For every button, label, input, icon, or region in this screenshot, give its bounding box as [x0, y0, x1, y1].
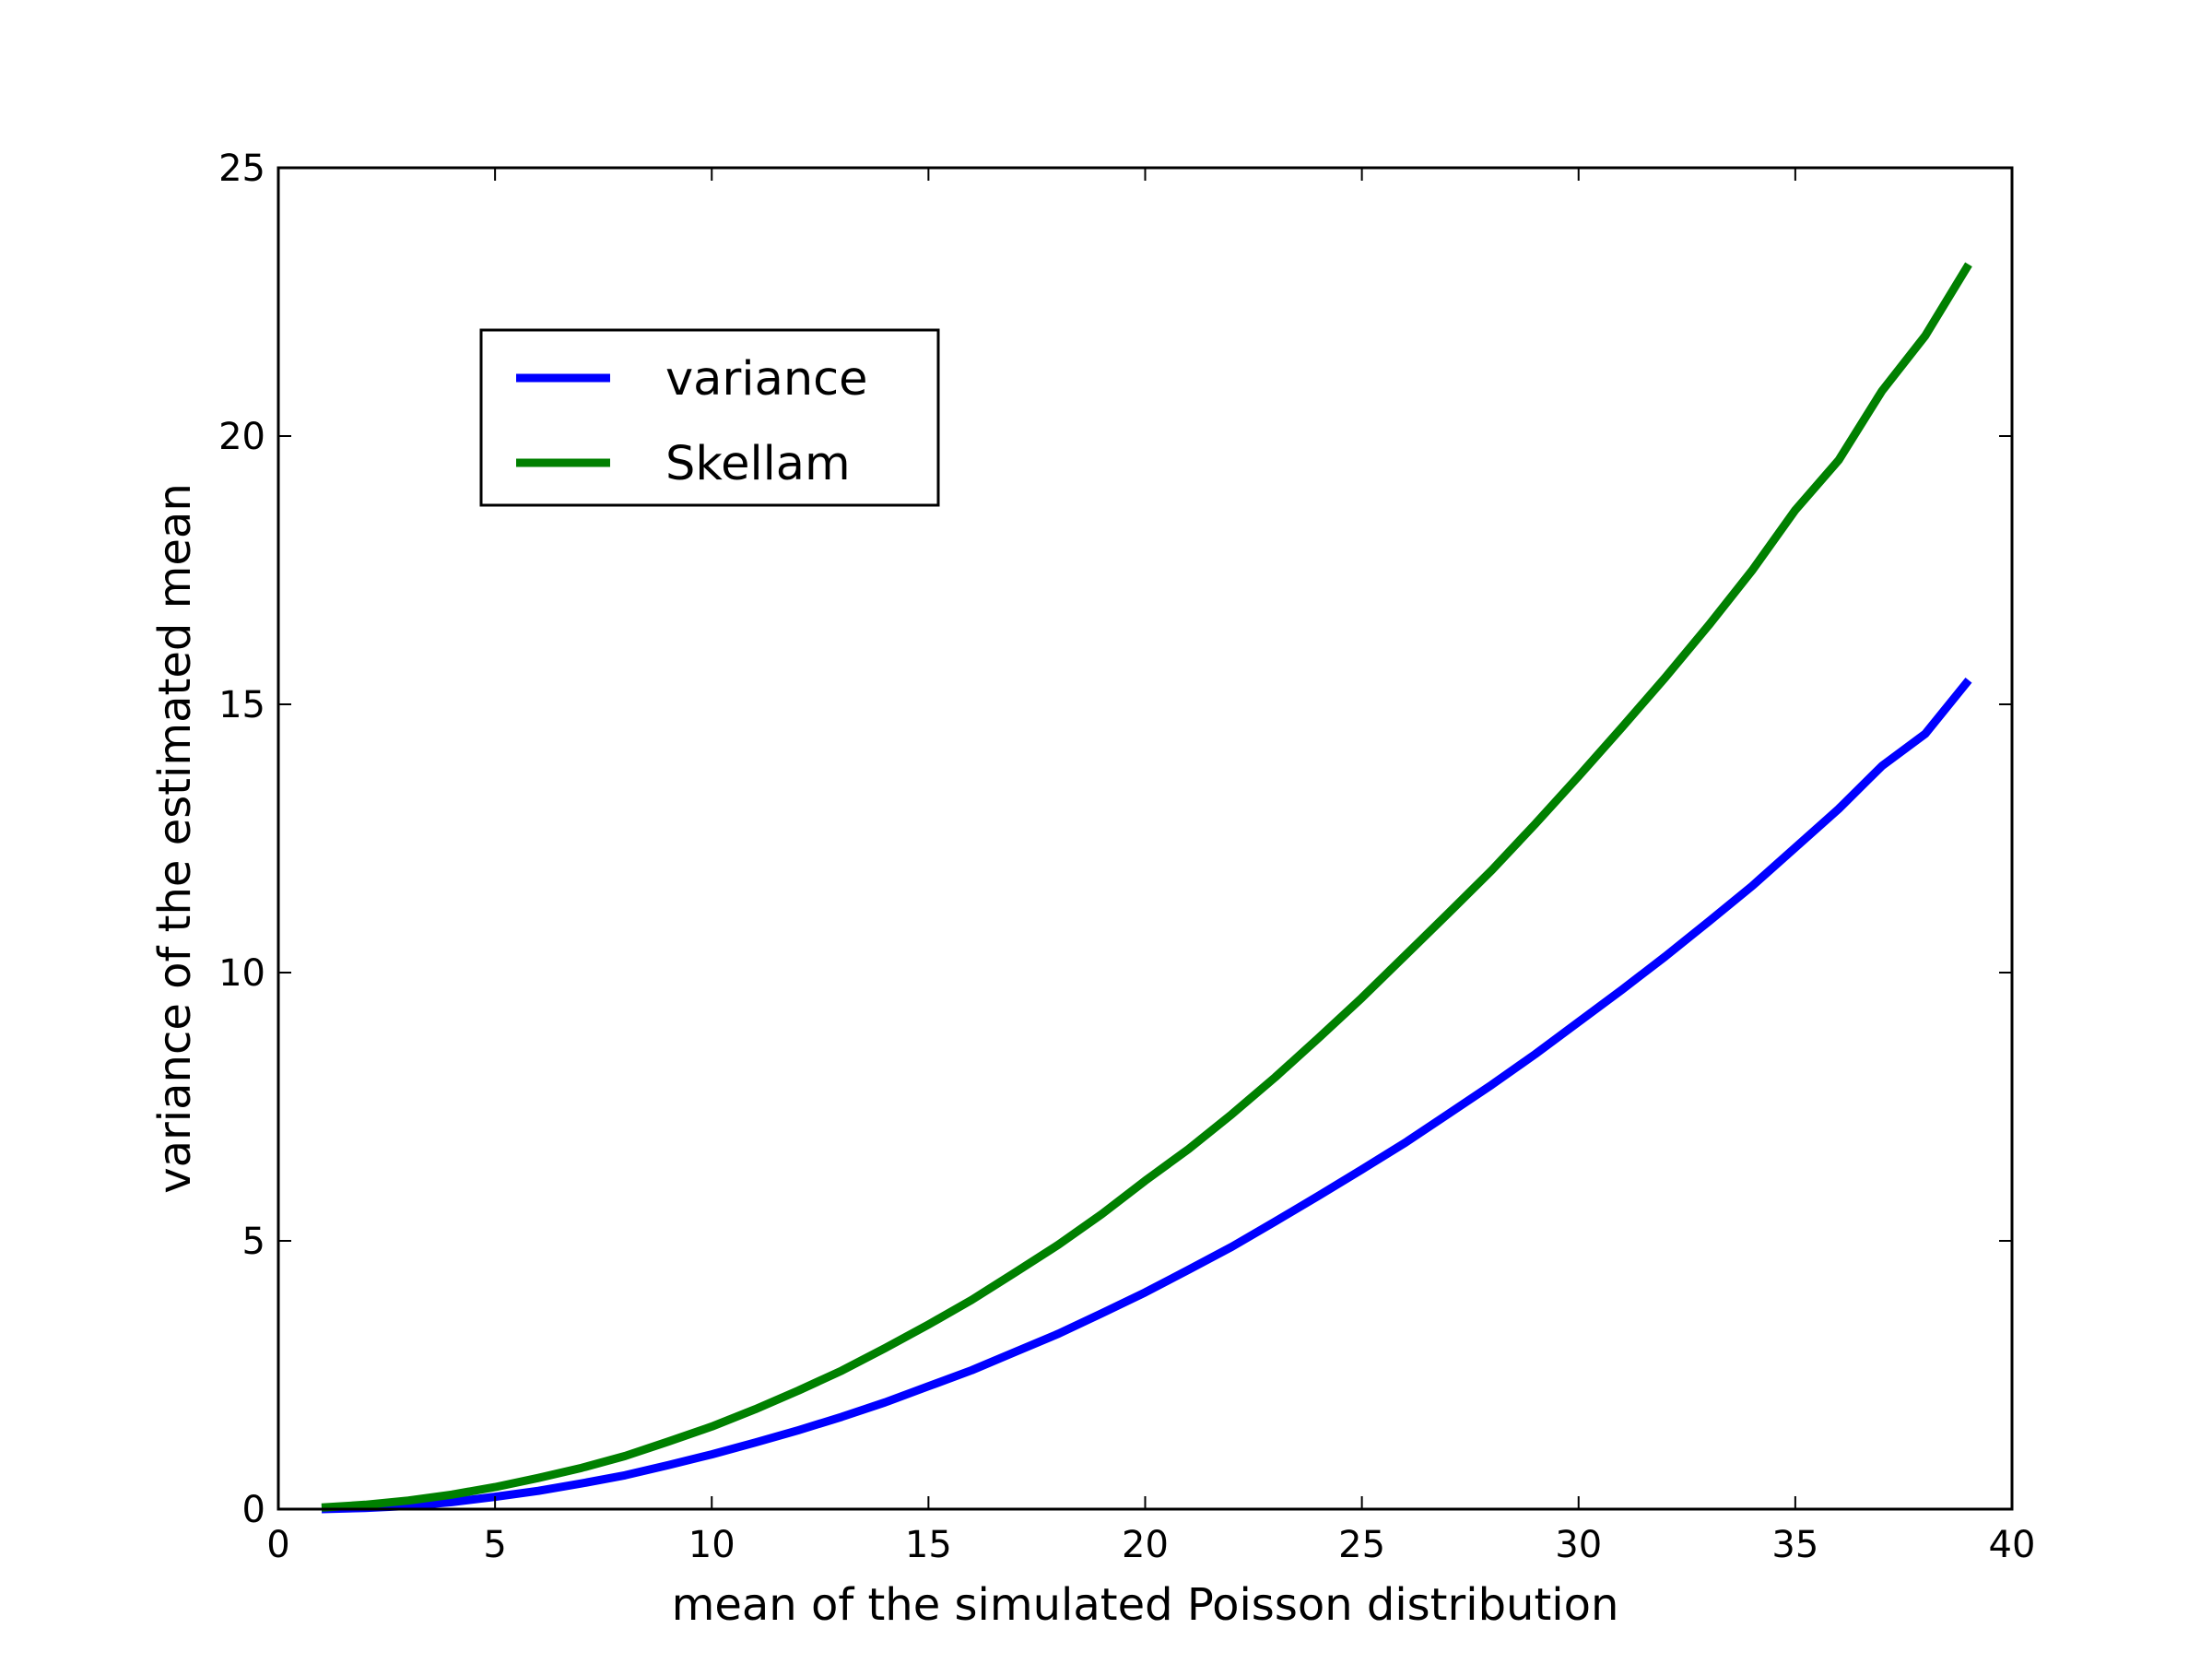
y-tick-label: 20	[218, 416, 265, 458]
y-tick-label: 15	[218, 684, 265, 726]
y-tick-label: 5	[242, 1221, 265, 1263]
x-tick-label: 40	[1989, 1524, 2036, 1566]
x-tick-label: 20	[1122, 1524, 1169, 1566]
legend: variance Skellam	[479, 328, 940, 507]
y-tick-label: 25	[218, 148, 265, 190]
series-line-skellam	[321, 262, 1972, 1512]
tick-layer: 0 5 10 15 20 25 30 35 40 0 5 10 15 20 25	[218, 148, 2035, 1566]
y-tick-label: 10	[218, 952, 265, 995]
legend-label-skellam: Skellam	[665, 437, 851, 491]
x-tick-label: 0	[266, 1524, 289, 1566]
x-tick-label: 30	[1555, 1524, 1602, 1566]
x-axis-label: mean of the simulated Poisson distributi…	[672, 1579, 1619, 1631]
legend-label-variance: variance	[665, 352, 868, 407]
legend-frame	[479, 328, 940, 507]
x-tick-label: 35	[1771, 1524, 1818, 1566]
x-tick-label: 15	[905, 1524, 952, 1566]
series-layer	[321, 262, 1972, 1514]
x-tick-label: 10	[688, 1524, 735, 1566]
y-axis-label: variance of the estimated mean	[149, 483, 201, 1194]
series-line-variance	[321, 677, 1972, 1514]
y-tick-label: 0	[242, 1489, 265, 1531]
x-tick-label: 5	[483, 1524, 506, 1566]
x-tick-label: 25	[1338, 1524, 1385, 1566]
